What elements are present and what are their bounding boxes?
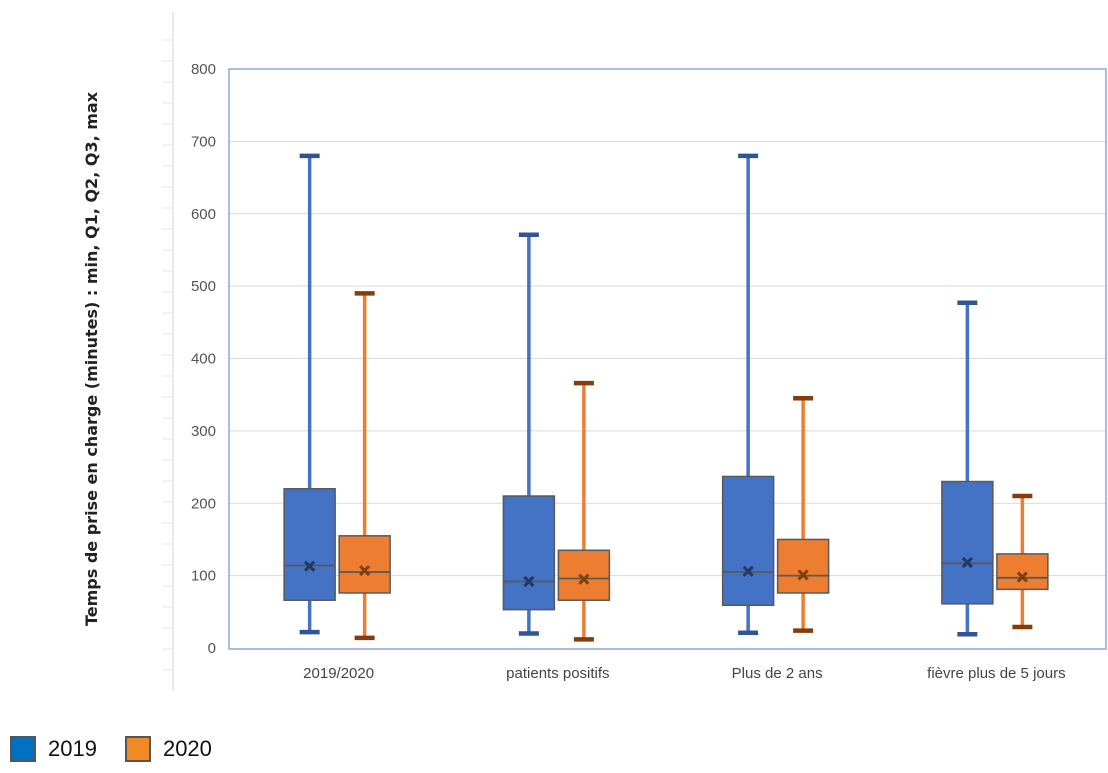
x-category-label: fièvre plus de 5 jours <box>927 665 1065 682</box>
x-category-label: Plus de 2 ans <box>732 665 823 682</box>
y-axis-ticks: 0 100 200 300 400 500 600 700 800 <box>191 61 216 657</box>
mean-marker <box>742 565 754 577</box>
y-tick-label: 0 <box>208 640 216 657</box>
mean-marker <box>359 564 371 577</box>
y-tick-label: 600 <box>191 206 216 223</box>
box-iqr <box>557 549 611 601</box>
mean-marker <box>1016 571 1028 583</box>
y-tick-label: 800 <box>191 61 216 78</box>
x-axis-categories: 2019/2020 patients positifs Plus de 2 ans f… <box>303 665 1065 682</box>
mean-marker <box>523 575 535 587</box>
box-2019-0 <box>283 153 336 635</box>
legend-swatch-2020 <box>124 736 151 762</box>
box-2020-2 <box>776 396 830 633</box>
box-plot-chart: 0 100 200 300 400 500 600 700 800 2019/2020 patie… <box>82 12 1107 690</box>
box-2019-3 <box>941 300 994 637</box>
y-tick-label: 200 <box>191 495 216 512</box>
box-iqr <box>776 538 830 594</box>
y-tick-label: 100 <box>191 568 216 585</box>
mean-marker <box>797 569 809 581</box>
box-iqr <box>283 488 336 601</box>
mean-marker <box>961 557 973 569</box>
y-axis-label: Temps de prise en charge (minutes) : min… <box>82 91 101 626</box>
legend-item-2019: 2019 <box>10 736 97 762</box>
y-tick-label: 700 <box>191 133 216 150</box>
legend: 2019 2020 <box>10 736 240 762</box>
box-iqr <box>996 553 1049 591</box>
box-iqr <box>941 480 994 605</box>
legend-label-2020: 2020 <box>162 736 212 761</box>
box-iqr <box>338 535 391 594</box>
mean-marker <box>578 573 590 585</box>
box-2019-2 <box>721 153 775 636</box>
box-series <box>283 153 1049 642</box>
legend-item-2020: 2020 <box>124 736 212 762</box>
box-2019-1 <box>502 232 556 636</box>
legend-label-2019: 2019 <box>48 736 97 761</box>
y-tick-label: 500 <box>191 278 216 295</box>
x-category-label: 2019/2020 <box>303 665 374 682</box>
mean-marker <box>304 560 316 572</box>
y-tick-label: 400 <box>191 351 216 368</box>
plot-area-border <box>228 68 1107 650</box>
y-tick-label: 300 <box>191 423 216 440</box>
box-2020-0 <box>338 291 391 641</box>
legend-swatch-2019 <box>10 736 36 762</box>
box-iqr <box>502 495 556 611</box>
x-category-label: patients positifs <box>506 665 609 682</box>
box-iqr <box>721 475 775 607</box>
box-2020-1 <box>557 380 611 642</box>
box-2020-3 <box>996 493 1049 630</box>
